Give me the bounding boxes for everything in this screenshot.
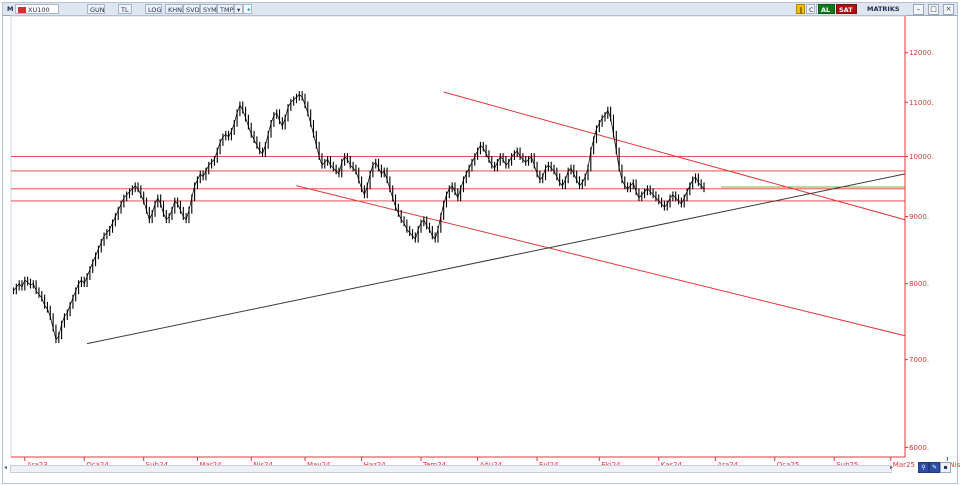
scroll-right-arrow[interactable]: ▸ [889,464,893,471]
scroll-left-arrow[interactable]: ◂ [3,464,7,471]
y-tick-label: 12000. [909,49,934,57]
close-icon[interactable]: × [943,4,954,15]
channel-upper-line [443,91,906,221]
pin-icon[interactable]: ∥ [796,4,805,14]
bird-icon[interactable]: ✦ [243,4,252,14]
x-tick-label: Mar25 [893,461,915,469]
y-tick-label: 10000. [909,153,934,161]
y-tick-label: 11000. [909,99,934,107]
flag-icon [18,7,26,13]
buy-button[interactable]: AL [818,4,835,14]
tmp-button[interactable]: TMP [217,4,234,14]
price-line [13,94,705,341]
settings-icon[interactable]: ▪ [940,462,951,473]
mode-label[interactable]: M [7,5,14,13]
symbol-name: XU100 [28,6,50,14]
maximize-icon[interactable]: □ [928,4,939,15]
rising-trendline [86,173,906,345]
chart-controls: ⚲ ✎ ▪ [918,462,951,473]
minimize-icon[interactable]: – [913,4,924,15]
khn-button[interactable]: KHN [165,4,183,14]
period-button[interactable]: GUN [87,4,105,14]
sym-button[interactable]: SYM [200,4,217,14]
y-tick-label: 7000. [909,356,929,364]
currency-button[interactable]: TL [118,4,132,14]
y-tick-label: 6000. [909,444,929,452]
symbol-selector[interactable]: XU100 [15,4,59,14]
draw-icon[interactable]: ✎ [929,462,940,473]
sell-button[interactable]: SAT [836,4,857,14]
horizontal-scrollbar[interactable] [10,465,892,473]
svd-button[interactable]: SVD [183,4,200,14]
plot-area [10,15,906,458]
chevron-down-icon[interactable]: ▾ [234,4,243,14]
brand-label: MATRIKS [867,5,900,13]
y-tick-label: 8000. [909,280,929,288]
zoom-icon[interactable]: ⚲ [918,462,929,473]
log-button[interactable]: LOG [145,4,162,14]
x-tick-label: Nis25 [949,461,960,469]
c-button[interactable]: C [806,4,815,14]
y-tick-label: 9000. [909,213,929,221]
